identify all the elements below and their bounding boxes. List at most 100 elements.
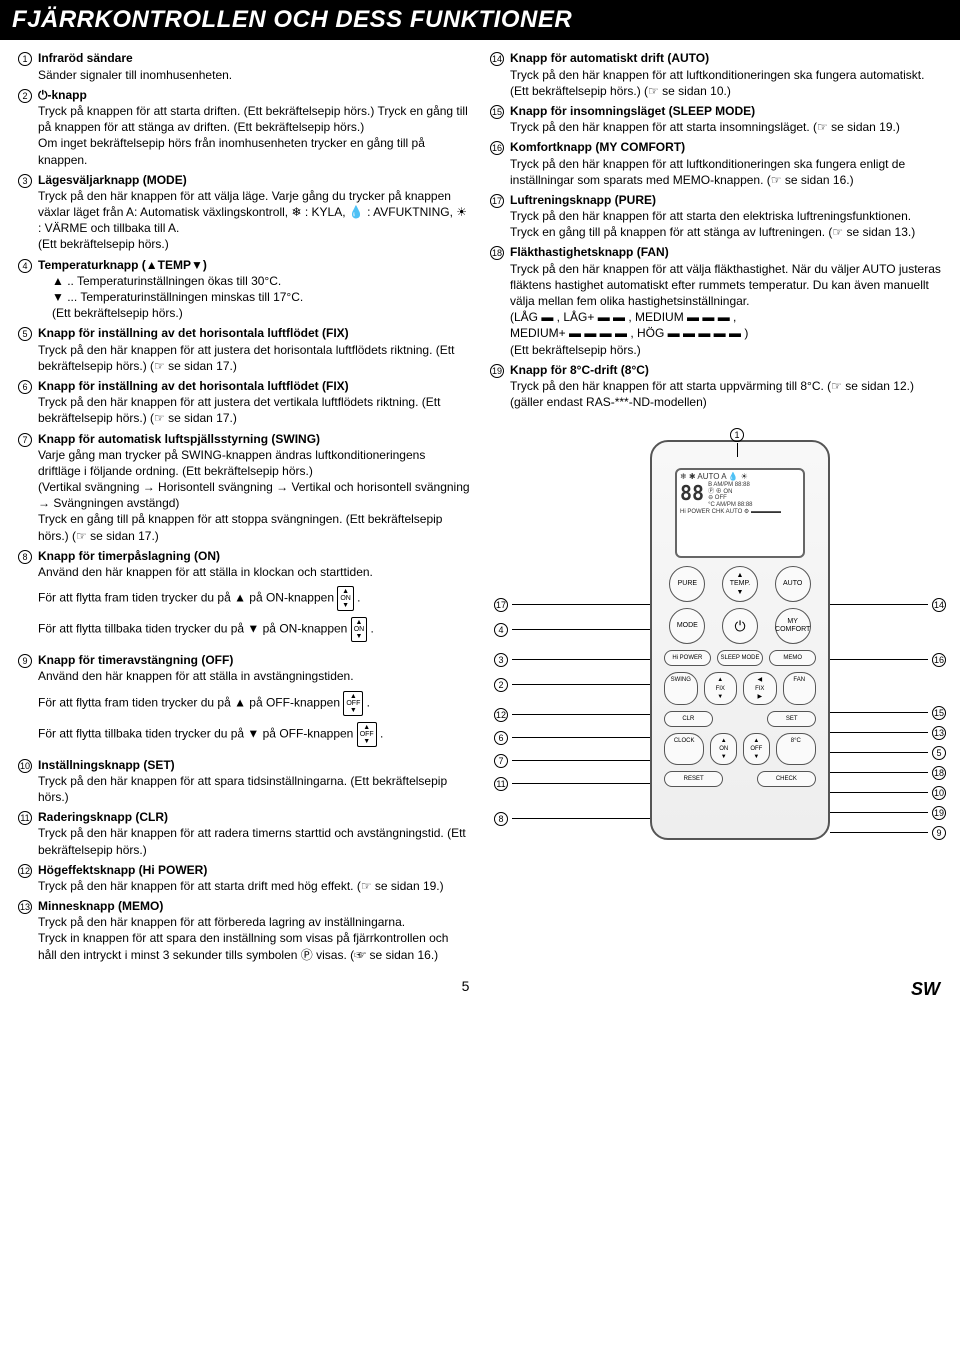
btn-hipower[interactable]: Hi POWER [664, 650, 711, 666]
btn-temp[interactable]: ▲ TEMP. ▼ [722, 566, 758, 602]
item-body: Sänder signaler till inomhusenheten. [38, 67, 470, 83]
item-body: Tryck på den här knappen för att starta … [510, 378, 942, 410]
item-heading: Fläkthastighetsknapp (FAN) [510, 244, 942, 260]
item-body: Använd den här knappen för att ställa in… [38, 564, 470, 580]
btn-reset[interactable]: RESET [664, 771, 723, 787]
list-item: 19Knapp för 8°C-drift (8°C)Tryck på den … [490, 362, 942, 411]
list-item: 2⏻-knappTryck på knappen för att starta … [18, 87, 470, 168]
list-item: 6Knapp för inställning av det horisontal… [18, 378, 470, 427]
item-number: 17 [490, 194, 504, 208]
btn-fan[interactable]: FAN [783, 672, 817, 704]
list-item: 9Knapp för timeravstängning (OFF)Använd … [18, 652, 470, 752]
btn-off[interactable]: ▲ OFF ▼ [743, 733, 770, 765]
screen-bottom-row: Hi POWER CHK AUTO ⚙ ▬▬▬▬▬ [680, 509, 800, 516]
list-item: 14Knapp för automatiskt drift (AUTO)Tryc… [490, 50, 942, 99]
page-lang: SW [911, 977, 940, 1001]
callout-number: 8 [494, 812, 508, 826]
callout-number: 13 [932, 726, 946, 740]
list-item: 4Temperaturknapp (▲TEMP▼)▲ .. Temperatur… [18, 257, 470, 322]
callout-number: 1 [730, 428, 744, 442]
item-extra: För att flytta fram tiden trycker du på … [38, 586, 470, 611]
list-item: 3Lägesväljarknapp (MODE)Tryck på den här… [18, 172, 470, 253]
item-body: Tryck på den här knappen för att spara t… [38, 773, 470, 805]
callout-line [512, 629, 650, 630]
inline-button-icon: ▲ OFF ▼ [357, 722, 377, 747]
btn-pure[interactable]: PURE [669, 566, 705, 602]
item-number: 18 [490, 246, 504, 260]
item-body: Tryck på den här knappen för att starta … [38, 878, 470, 894]
callout-number: 15 [932, 706, 946, 720]
btn-fix-v[interactable]: ▲ FIX ▼ [704, 672, 738, 704]
extra-text: För att flytta tillbaka tiden trycker du… [38, 622, 351, 636]
callout: 4 [490, 621, 650, 637]
list-item: 17 Luftreningsknapp (PURE)Tryck på den hä… [490, 192, 942, 241]
item-body: Tryck på den här knappen för att förbere… [38, 914, 470, 963]
btn-auto[interactable]: AUTO [775, 566, 811, 602]
left-column: 1Infraröd sändareSänder signaler till in… [18, 50, 470, 966]
btn-clr[interactable]: CLR [664, 711, 713, 727]
btn-check[interactable]: CHECK [757, 771, 816, 787]
extra-text: För att flytta fram tiden trycker du på … [38, 695, 343, 709]
item-number: 5 [18, 327, 32, 341]
btn-set[interactable]: SET [767, 711, 816, 727]
callout: 8 [490, 810, 650, 826]
callout: 3 [490, 651, 650, 667]
item-heading: Lägesväljarknapp (MODE) [38, 172, 470, 188]
callout-line [512, 714, 650, 715]
callout-line [830, 812, 928, 813]
item-number: 3 [18, 174, 32, 188]
item-sub: ▲ .. Temperaturinställningen ökas till 3… [52, 273, 470, 289]
callout: 1 [730, 426, 744, 456]
btn-memo[interactable]: MEMO [769, 650, 816, 666]
callout-number: 19 [932, 806, 946, 820]
callout: 5 [830, 744, 950, 760]
callout-number: 5 [932, 746, 946, 760]
item-number: 12 [18, 864, 32, 878]
item-body: Tryck på den här knappen för att starta … [510, 119, 942, 135]
list-item: 1Infraröd sändareSänder signaler till in… [18, 50, 470, 82]
callout-line [830, 752, 928, 753]
item-number: 9 [18, 654, 32, 668]
item-body: Varje gång man trycker på SWING-knappen … [38, 447, 470, 544]
callout-line [830, 604, 928, 605]
item-number: 1 [18, 52, 32, 66]
callout: 6 [490, 729, 650, 745]
btn-8c[interactable]: 8°C [776, 733, 816, 765]
item-heading: Knapp för insomningsläget (SLEEP MODE) [510, 103, 942, 119]
right-column: 14Knapp för automatiskt drift (AUTO)Tryc… [490, 50, 942, 966]
callout: 15 [830, 704, 950, 720]
callout: 18 [830, 764, 950, 780]
btn-clock[interactable]: CLOCK [664, 733, 704, 765]
callout: 14 [830, 596, 950, 612]
btn-power[interactable]: ⏻ [722, 608, 758, 644]
btn-swing[interactable]: SWING [664, 672, 698, 704]
page-number: 5 [462, 977, 470, 1001]
btn-mode[interactable]: MODE [669, 608, 705, 644]
btn-sleep[interactable]: SLEEP MODE [717, 650, 764, 666]
btn-fix-h[interactable]: ◀ FIX ▶ [743, 672, 777, 704]
item-heading: Komfortknapp (MY COMFORT) [510, 139, 942, 155]
item-number: 14 [490, 52, 504, 66]
callout-number: 3 [494, 653, 508, 667]
callout-line [830, 712, 928, 713]
item-heading: Knapp för timeravstängning (OFF) [38, 652, 470, 668]
item-heading: Högeffektsknapp (Hi POWER) [38, 862, 470, 878]
item-body: Tryck på den här knappen för att välja f… [510, 261, 942, 358]
list-item: 16Komfortknapp (MY COMFORT)Tryck på den … [490, 139, 942, 188]
callout-number: 17 [494, 598, 508, 612]
callout-number: 7 [494, 754, 508, 768]
btn-mycomfort[interactable]: MY COMFORT [775, 608, 811, 644]
inline-button-icon: ▲ ON ▼ [351, 617, 368, 642]
item-extra: För att flytta tillbaka tiden trycker du… [38, 722, 470, 747]
callout-number: 6 [494, 731, 508, 745]
callout: 11 [490, 775, 650, 791]
item-heading: Knapp för inställning av det horisontala… [38, 378, 470, 394]
callout: 7 [490, 752, 650, 768]
btn-on[interactable]: ▲ ON ▼ [710, 733, 737, 765]
callout-line [512, 659, 650, 660]
item-heading: Luftreningsknapp (PURE) [510, 192, 942, 208]
callout-number: 16 [932, 653, 946, 667]
item-number: 11 [18, 811, 32, 825]
item-body: Tryck på den här knappen för att starta … [510, 208, 942, 240]
inline-button-icon: ▲ ON ▼ [337, 586, 354, 611]
